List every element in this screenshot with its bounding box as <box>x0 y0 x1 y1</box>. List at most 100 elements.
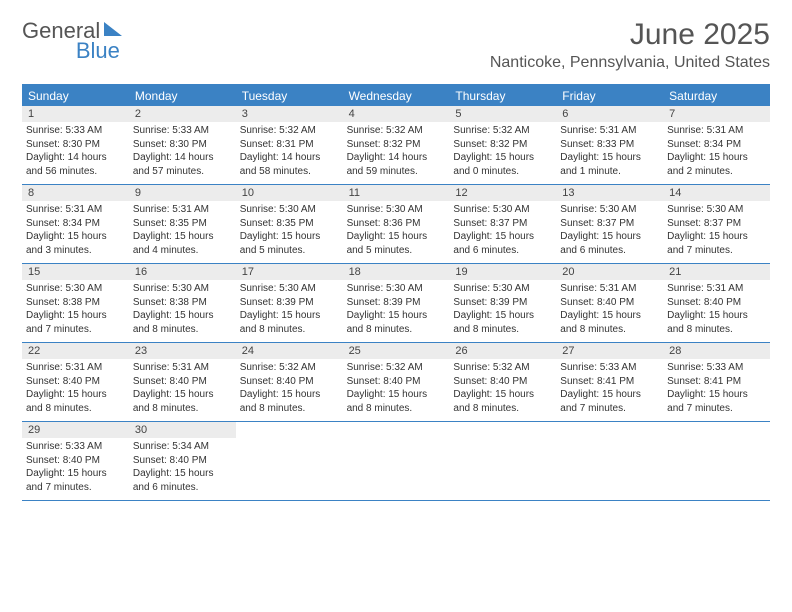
daylight-text: Daylight: 15 hours <box>347 388 446 402</box>
day-number: 6 <box>556 106 663 122</box>
daylight-text: and 8 minutes. <box>347 323 446 337</box>
sunrise-text: Sunrise: 5:33 AM <box>560 361 659 375</box>
day-number: 10 <box>236 185 343 201</box>
daylight-text: Daylight: 15 hours <box>133 309 232 323</box>
sunrise-text: Sunrise: 5:33 AM <box>26 124 125 138</box>
sunset-text: Sunset: 8:32 PM <box>453 138 552 152</box>
day-number: 26 <box>449 343 556 359</box>
sunrise-text: Sunrise: 5:34 AM <box>133 440 232 454</box>
sunset-text: Sunset: 8:33 PM <box>560 138 659 152</box>
daylight-text: and 6 minutes. <box>133 481 232 495</box>
sunrise-text: Sunrise: 5:32 AM <box>240 361 339 375</box>
sunrise-text: Sunrise: 5:30 AM <box>453 203 552 217</box>
daylight-text: Daylight: 15 hours <box>347 230 446 244</box>
daylight-text: Daylight: 14 hours <box>240 151 339 165</box>
sunrise-text: Sunrise: 5:33 AM <box>133 124 232 138</box>
daylight-text: and 0 minutes. <box>453 165 552 179</box>
daylight-text: and 7 minutes. <box>667 244 766 258</box>
day-cell: 26Sunrise: 5:32 AMSunset: 8:40 PMDayligh… <box>449 343 556 421</box>
day-cell <box>236 422 343 500</box>
daylight-text: Daylight: 15 hours <box>347 309 446 323</box>
sunset-text: Sunset: 8:40 PM <box>133 375 232 389</box>
daylight-text: Daylight: 15 hours <box>667 151 766 165</box>
daylight-text: Daylight: 15 hours <box>26 309 125 323</box>
day-number: 5 <box>449 106 556 122</box>
daylight-text: and 8 minutes. <box>133 323 232 337</box>
week-row: 1Sunrise: 5:33 AMSunset: 8:30 PMDaylight… <box>22 106 770 185</box>
daylight-text: and 8 minutes. <box>347 402 446 416</box>
sunrise-text: Sunrise: 5:31 AM <box>667 124 766 138</box>
day-number: 13 <box>556 185 663 201</box>
daylight-text: Daylight: 15 hours <box>240 388 339 402</box>
daylight-text: and 8 minutes. <box>133 402 232 416</box>
daylight-text: Daylight: 15 hours <box>240 230 339 244</box>
sunrise-text: Sunrise: 5:30 AM <box>453 282 552 296</box>
sunset-text: Sunset: 8:39 PM <box>240 296 339 310</box>
day-number: 18 <box>343 264 450 280</box>
sunrise-text: Sunrise: 5:31 AM <box>667 282 766 296</box>
sunset-text: Sunset: 8:34 PM <box>26 217 125 231</box>
daylight-text: Daylight: 15 hours <box>133 230 232 244</box>
sunrise-text: Sunrise: 5:33 AM <box>667 361 766 375</box>
day-number: 22 <box>22 343 129 359</box>
daylight-text: Daylight: 14 hours <box>133 151 232 165</box>
day-header-thursday: Thursday <box>449 86 556 106</box>
daylight-text: Daylight: 14 hours <box>26 151 125 165</box>
day-cell: 30Sunrise: 5:34 AMSunset: 8:40 PMDayligh… <box>129 422 236 500</box>
day-cell: 3Sunrise: 5:32 AMSunset: 8:31 PMDaylight… <box>236 106 343 184</box>
daylight-text: and 8 minutes. <box>26 402 125 416</box>
sunset-text: Sunset: 8:37 PM <box>560 217 659 231</box>
day-number: 15 <box>22 264 129 280</box>
sunrise-text: Sunrise: 5:30 AM <box>347 282 446 296</box>
day-number: 27 <box>556 343 663 359</box>
day-cell: 7Sunrise: 5:31 AMSunset: 8:34 PMDaylight… <box>663 106 770 184</box>
day-number: 29 <box>22 422 129 438</box>
daylight-text: and 7 minutes. <box>26 481 125 495</box>
day-cell <box>449 422 556 500</box>
daylight-text: Daylight: 15 hours <box>560 151 659 165</box>
weeks-container: 1Sunrise: 5:33 AMSunset: 8:30 PMDaylight… <box>22 106 770 501</box>
day-cell: 4Sunrise: 5:32 AMSunset: 8:32 PMDaylight… <box>343 106 450 184</box>
daylight-text: and 5 minutes. <box>347 244 446 258</box>
day-cell: 13Sunrise: 5:30 AMSunset: 8:37 PMDayligh… <box>556 185 663 263</box>
day-number: 28 <box>663 343 770 359</box>
day-cell: 16Sunrise: 5:30 AMSunset: 8:38 PMDayligh… <box>129 264 236 342</box>
daylight-text: and 7 minutes. <box>560 402 659 416</box>
day-number: 17 <box>236 264 343 280</box>
sunset-text: Sunset: 8:41 PM <box>667 375 766 389</box>
daylight-text: Daylight: 15 hours <box>133 467 232 481</box>
daylight-text: Daylight: 14 hours <box>347 151 446 165</box>
day-cell: 22Sunrise: 5:31 AMSunset: 8:40 PMDayligh… <box>22 343 129 421</box>
sunset-text: Sunset: 8:40 PM <box>240 375 339 389</box>
sunset-text: Sunset: 8:31 PM <box>240 138 339 152</box>
sunset-text: Sunset: 8:41 PM <box>560 375 659 389</box>
sunrise-text: Sunrise: 5:31 AM <box>560 124 659 138</box>
sunset-text: Sunset: 8:34 PM <box>667 138 766 152</box>
day-cell: 20Sunrise: 5:31 AMSunset: 8:40 PMDayligh… <box>556 264 663 342</box>
day-cell: 9Sunrise: 5:31 AMSunset: 8:35 PMDaylight… <box>129 185 236 263</box>
daylight-text: and 58 minutes. <box>240 165 339 179</box>
day-number: 3 <box>236 106 343 122</box>
calendar-table: Sunday Monday Tuesday Wednesday Thursday… <box>22 84 770 501</box>
day-cell: 14Sunrise: 5:30 AMSunset: 8:37 PMDayligh… <box>663 185 770 263</box>
daylight-text: and 59 minutes. <box>347 165 446 179</box>
day-cell: 5Sunrise: 5:32 AMSunset: 8:32 PMDaylight… <box>449 106 556 184</box>
title-block: June 2025 Nanticoke, Pennsylvania, Unite… <box>490 18 770 72</box>
daylight-text: and 6 minutes. <box>453 244 552 258</box>
day-number: 14 <box>663 185 770 201</box>
day-number: 16 <box>129 264 236 280</box>
sunrise-text: Sunrise: 5:30 AM <box>240 282 339 296</box>
daylight-text: Daylight: 15 hours <box>26 388 125 402</box>
day-number: 20 <box>556 264 663 280</box>
sunset-text: Sunset: 8:40 PM <box>453 375 552 389</box>
sunset-text: Sunset: 8:36 PM <box>347 217 446 231</box>
daylight-text: and 8 minutes. <box>240 323 339 337</box>
sunset-text: Sunset: 8:40 PM <box>26 454 125 468</box>
day-cell <box>343 422 450 500</box>
day-number: 19 <box>449 264 556 280</box>
day-header-friday: Friday <box>556 86 663 106</box>
sunrise-text: Sunrise: 5:30 AM <box>133 282 232 296</box>
sunset-text: Sunset: 8:30 PM <box>26 138 125 152</box>
daylight-text: Daylight: 15 hours <box>453 151 552 165</box>
daylight-text: and 7 minutes. <box>667 402 766 416</box>
